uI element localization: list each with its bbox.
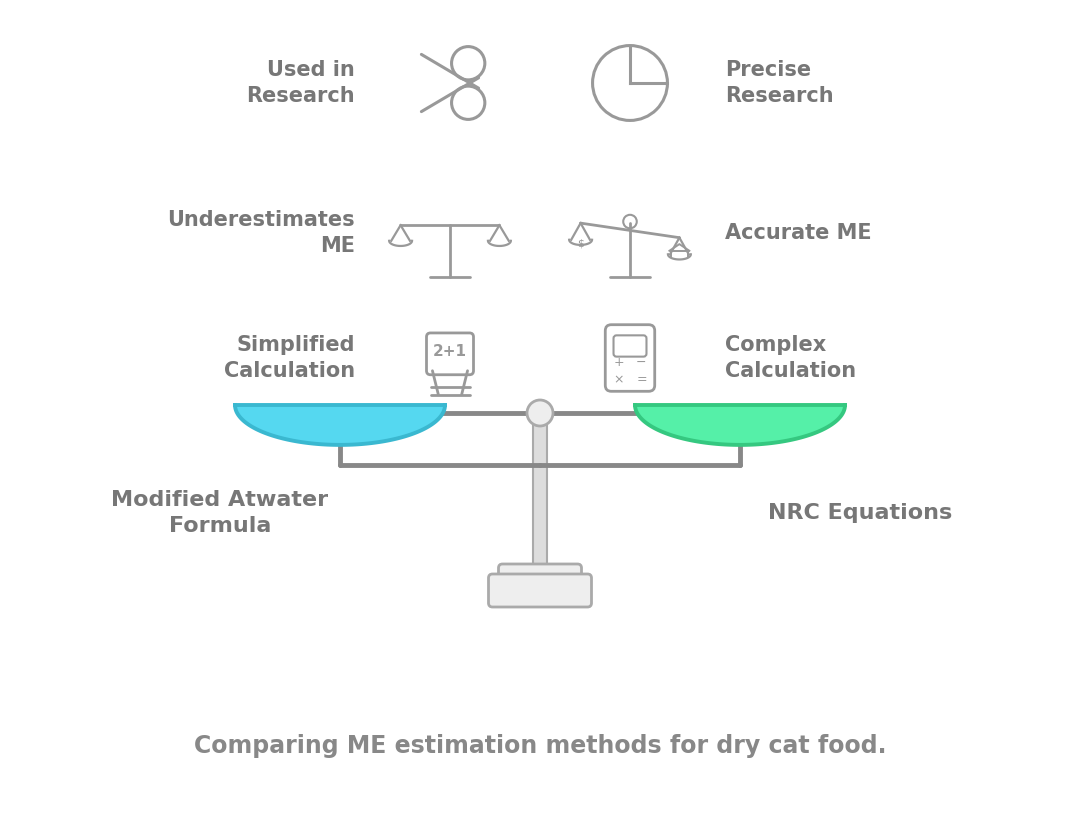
Circle shape [527,400,553,426]
FancyBboxPatch shape [534,413,546,570]
Text: Comparing ME estimation methods for dry cat food.: Comparing ME estimation methods for dry … [193,734,887,758]
Polygon shape [635,405,845,445]
Text: Accurate ME: Accurate ME [725,223,872,243]
Text: 2+1: 2+1 [433,344,467,359]
Text: Precise
Research: Precise Research [725,61,834,106]
FancyBboxPatch shape [488,574,592,607]
Text: +: + [613,356,624,369]
Polygon shape [235,405,445,445]
Text: Complex
Calculation: Complex Calculation [725,335,856,381]
FancyBboxPatch shape [499,564,581,592]
Text: Used in
Research: Used in Research [246,61,355,106]
Text: Underestimates
ME: Underestimates ME [167,210,355,256]
Text: Simplified
Calculation: Simplified Calculation [224,335,355,381]
Text: Modified Atwater
Formula: Modified Atwater Formula [111,490,328,536]
Text: −: − [636,356,647,369]
Text: ×: × [613,373,624,386]
Text: =: = [636,373,647,386]
Text: NRC Equations: NRC Equations [768,503,953,523]
Text: $: $ [577,238,584,249]
